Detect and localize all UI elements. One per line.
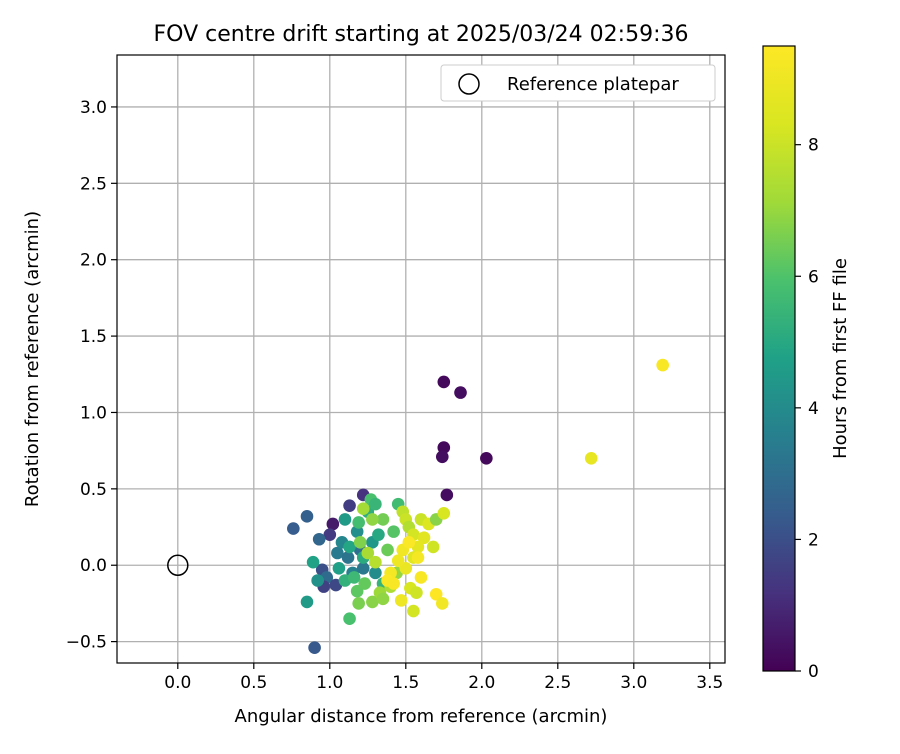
data-point [312,532,326,546]
data-point [376,513,390,526]
data-point [387,525,400,538]
data-point [414,571,428,584]
chart-title: FOV centre drift starting at 2025/03/24 … [154,22,689,47]
data-point [361,546,375,560]
grid [117,55,725,663]
data-point [410,586,423,600]
data-point [352,597,365,610]
data-point [429,587,443,601]
data-point [343,499,356,512]
data-point [326,517,340,531]
data-points [287,358,669,655]
data-point [399,561,413,575]
data-point [454,386,467,399]
data-point [358,577,372,590]
data-point [306,555,320,569]
data-point [407,604,420,618]
data-point [391,554,405,567]
data-point [350,584,364,598]
data-point [376,592,390,606]
data-point [311,574,324,587]
data-point [323,528,337,541]
x-tick-label: 0.5 [240,673,267,693]
x-tick-label: 3.5 [696,673,723,693]
legend: Reference platepar [440,64,716,102]
data-point [356,561,370,575]
x-tick-label: 0.0 [164,673,191,693]
data-point [347,571,361,584]
data-point [352,516,365,529]
colorbar: 0 2 4 6 8 Hours from first FF file [762,45,851,682]
y-tick-label: −0.5 [66,633,107,653]
data-point [480,451,493,465]
y-tick-label: 2.5 [80,174,107,194]
data-point [417,531,431,545]
legend-marker-open-circle [458,73,480,95]
data-point [341,551,355,564]
legend-box [440,64,716,102]
colorbar-tick-label: 2 [808,530,819,550]
data-point [287,522,300,535]
axis-ticks: 0.0 0.5 1.0 1.5 2.0 2.5 3.0 3.5 −0.5 0.0 0.5 1.0 1.5… [66,98,724,693]
data-point [338,513,352,526]
colorbar-label: Hours from first FF file [830,258,851,459]
colorbar-gradient [762,45,796,672]
data-point [584,451,598,465]
data-point [656,358,669,372]
data-point [437,375,451,389]
data-point [435,450,449,464]
data-point [437,506,451,520]
x-axis-label: Angular distance from reference (arcmin) [235,706,608,727]
x-tick-label: 1.0 [316,673,343,693]
colorbar-ticks: 0 2 4 6 8 [795,136,819,682]
x-tick-label: 2.0 [468,673,495,693]
data-point [394,594,408,607]
colorbar-tick-label: 8 [808,136,819,156]
colorbar-tick-label: 4 [808,399,819,419]
data-point [343,540,356,554]
data-point [300,595,314,609]
y-tick-label: 0.5 [80,480,107,500]
plot-frame [116,54,726,664]
data-point [331,546,344,560]
y-tick-label: 0.0 [80,556,107,576]
data-point [369,497,382,511]
reference-platepar-point [167,554,189,576]
y-tick-label: 1.0 [80,403,107,423]
y-tick-label: 3.0 [80,98,107,118]
x-tick-label: 2.5 [544,673,571,693]
x-tick-label: 3.0 [620,673,647,693]
data-point [366,513,379,526]
data-point [411,551,425,564]
data-point [300,510,314,523]
data-point [440,488,454,502]
data-point [366,595,379,609]
data-point [387,577,400,590]
data-point [372,528,385,541]
data-point [332,561,346,575]
data-point [369,566,382,580]
y-tick-label: 2.0 [80,251,107,271]
data-point [356,502,370,516]
data-point [369,555,382,569]
data-point [426,540,440,554]
colorbar-tick-label: 6 [808,267,819,287]
y-tick-label: 1.5 [80,327,107,347]
data-point [402,536,416,549]
legend-entry-label: Reference platepar [507,74,679,95]
data-point [435,597,449,610]
data-point [343,612,356,625]
y-axis-label: Rotation from reference (arcmin) [22,211,43,507]
colorbar-tick-label: 0 [808,662,819,682]
data-point [308,641,321,655]
data-point [381,543,394,557]
data-point [353,536,367,549]
x-tick-label: 1.5 [392,673,419,693]
